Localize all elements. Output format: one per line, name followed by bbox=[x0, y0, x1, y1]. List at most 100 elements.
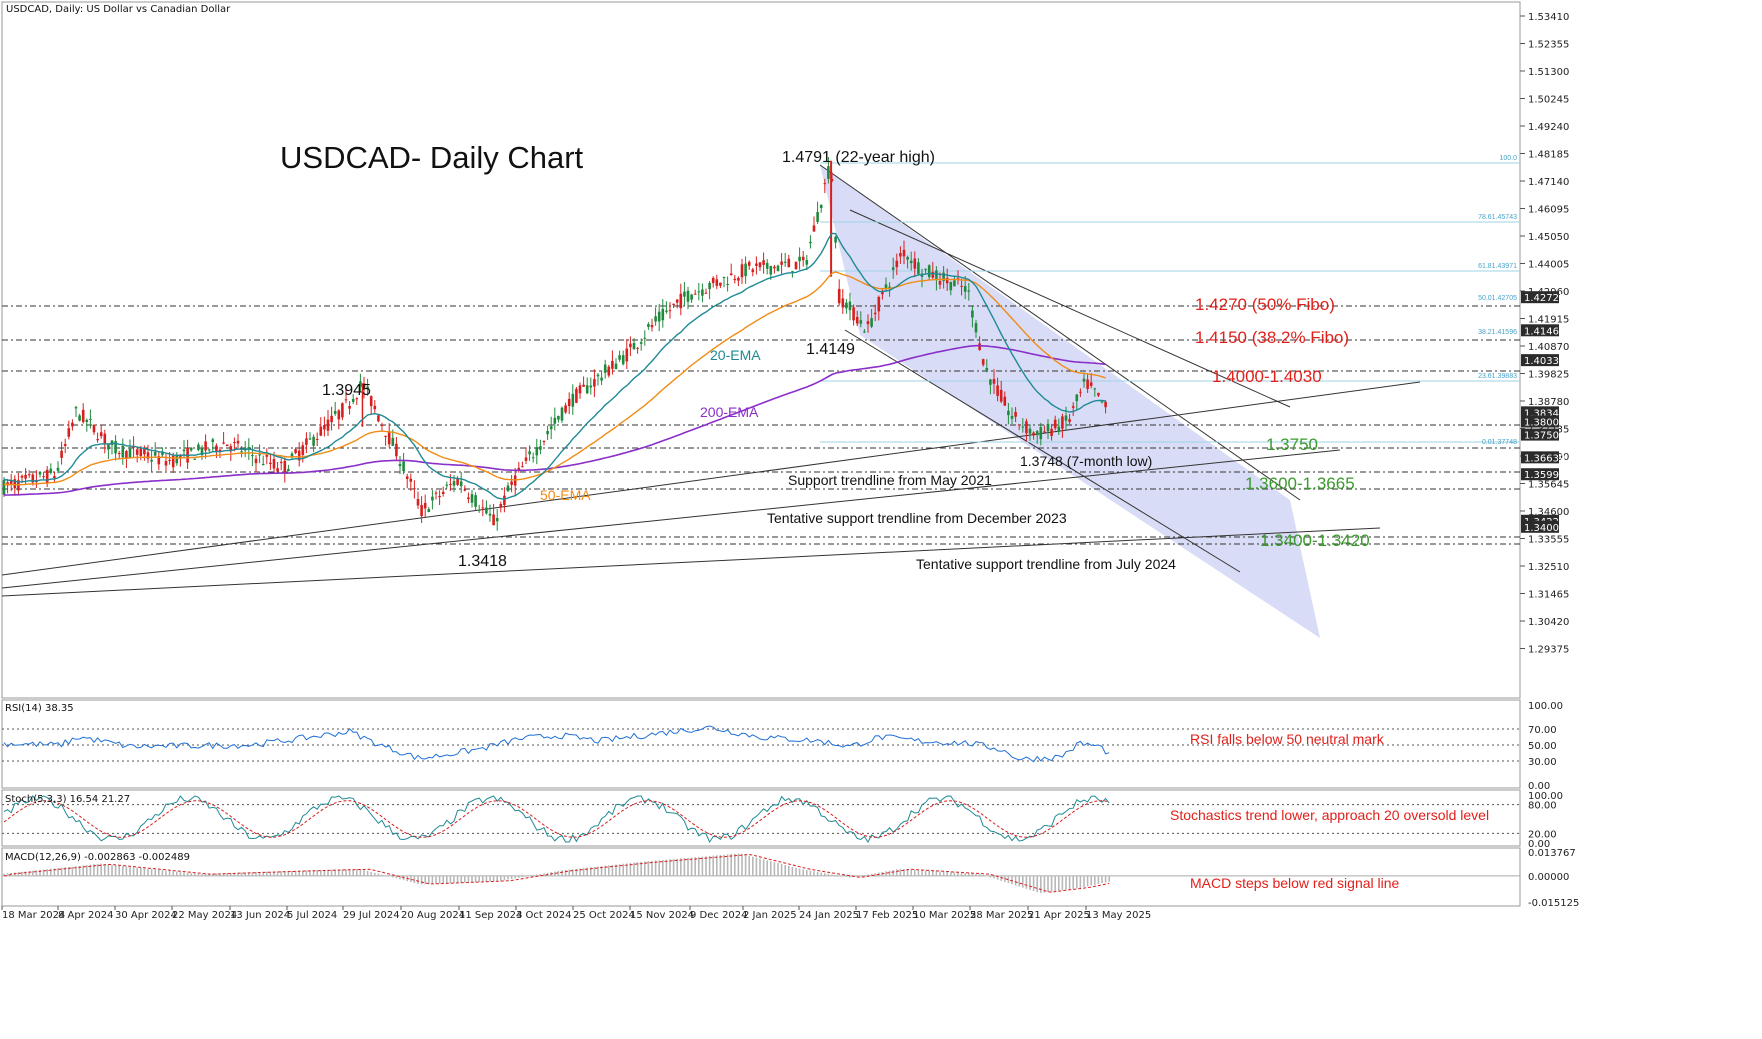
rsi-panel: 100.00 70.00 50.00 30.00 0.00 bbox=[2, 701, 1563, 792]
date-tick: 30 Apr 2024 bbox=[115, 910, 177, 921]
candle-body bbox=[510, 481, 513, 485]
candle-body bbox=[863, 331, 866, 333]
candle-body bbox=[639, 342, 643, 344]
candle-body bbox=[380, 424, 384, 426]
candle-body bbox=[632, 343, 636, 350]
candle-body bbox=[985, 367, 989, 371]
candle-body bbox=[132, 446, 135, 448]
date-tick: 11 Sep 2024 bbox=[459, 910, 522, 921]
candle-body bbox=[906, 256, 909, 260]
candle-body bbox=[564, 405, 567, 413]
candle-body bbox=[834, 236, 837, 243]
candle-body bbox=[161, 452, 164, 456]
candle-body bbox=[888, 286, 891, 288]
candle-body bbox=[855, 316, 859, 324]
candle-body bbox=[971, 310, 974, 318]
rsi-tick: 0.00 bbox=[1528, 781, 1550, 792]
candle-body bbox=[179, 454, 182, 459]
candle-body bbox=[2, 480, 6, 495]
price-tick: 1.51300 bbox=[1528, 67, 1569, 78]
candle-body bbox=[557, 416, 560, 420]
candle-body bbox=[1046, 423, 1050, 432]
date-tick: 29 Jul 2024 bbox=[343, 910, 400, 921]
candle-body bbox=[899, 253, 902, 257]
candle-body bbox=[474, 495, 477, 507]
candle-body bbox=[618, 355, 621, 360]
price-tick: 1.32510 bbox=[1528, 562, 1569, 573]
candle-body bbox=[438, 495, 441, 498]
candle-body bbox=[654, 316, 657, 322]
candle-body bbox=[1053, 419, 1057, 429]
candle-body bbox=[60, 450, 63, 458]
date-tick: 21 Apr 2025 bbox=[1028, 910, 1090, 921]
candle-body bbox=[387, 431, 391, 445]
horizontal-levels bbox=[2, 305, 1520, 545]
candle-body bbox=[949, 281, 953, 291]
candle-body bbox=[153, 451, 157, 456]
stoch-k-line bbox=[3, 795, 1110, 844]
candle-body bbox=[553, 417, 557, 424]
candle-body bbox=[427, 509, 431, 512]
date-tick: 9 Dec 2024 bbox=[690, 910, 748, 921]
candle-body bbox=[848, 301, 852, 311]
candle-body bbox=[110, 440, 114, 445]
fibo-label: 61.81.43971 bbox=[1478, 263, 1517, 270]
candle-body bbox=[989, 379, 992, 385]
candle-body bbox=[1082, 378, 1086, 382]
candle-body bbox=[884, 284, 888, 290]
candle-body bbox=[63, 444, 67, 446]
candle-body bbox=[1025, 421, 1028, 434]
annot-res: 1.4000-1.4030 bbox=[1212, 367, 1322, 386]
macd-tick: -0.015125 bbox=[1528, 898, 1579, 909]
candle-body bbox=[1039, 427, 1043, 440]
candle-body bbox=[413, 488, 416, 490]
candle-body bbox=[402, 461, 405, 472]
candle-body bbox=[107, 443, 110, 450]
rsi-panel-frame bbox=[1, 699, 1521, 789]
date-tick: 8 Apr 2024 bbox=[58, 910, 113, 921]
price-tick: 1.52355 bbox=[1528, 40, 1569, 51]
candle-body bbox=[218, 449, 222, 452]
candle-body bbox=[866, 321, 870, 325]
candle-body bbox=[319, 426, 323, 436]
macd-annotation: MACD steps below red signal line bbox=[1190, 875, 1400, 891]
candle-body bbox=[938, 281, 942, 285]
candle-body bbox=[1064, 415, 1068, 421]
candle-body bbox=[373, 405, 377, 410]
candle-body bbox=[582, 384, 585, 387]
candle-body bbox=[917, 262, 920, 274]
candle-body bbox=[175, 455, 179, 464]
candle-body bbox=[1043, 431, 1046, 433]
candle-body bbox=[125, 451, 128, 459]
annot-fib50: 1.4270 (50% Fibo) bbox=[1195, 295, 1335, 314]
date-tick: 22 May 2024 bbox=[172, 910, 237, 921]
candle-body bbox=[711, 277, 715, 284]
candle-body bbox=[762, 260, 765, 265]
candle-body bbox=[521, 466, 524, 468]
candle-body bbox=[791, 271, 794, 273]
candle-body bbox=[740, 264, 744, 278]
candle-body bbox=[258, 454, 261, 456]
candle-body bbox=[870, 318, 873, 327]
candle-body bbox=[337, 410, 341, 420]
candle-body bbox=[542, 441, 546, 443]
candle-body bbox=[873, 312, 877, 315]
candle-body bbox=[1061, 416, 1064, 429]
date-tick: 3 Oct 2024 bbox=[516, 910, 571, 921]
fibo-label: 78.61.45743 bbox=[1478, 214, 1517, 221]
price-tag: 1.38349 bbox=[1524, 408, 1565, 419]
candle-body bbox=[467, 497, 470, 500]
candle-body bbox=[621, 355, 625, 365]
price-tag: 1.35997 bbox=[1524, 470, 1565, 481]
candle-body bbox=[366, 386, 369, 390]
candle-body bbox=[1057, 426, 1061, 432]
stoch-annotation: Stochastics trend lower, approach 20 ove… bbox=[1170, 807, 1489, 823]
candle-body bbox=[992, 379, 996, 384]
candle-body bbox=[1028, 428, 1032, 434]
candle-body bbox=[726, 284, 729, 286]
candle-body bbox=[1068, 419, 1071, 422]
annot-low-recent: 1.3748 (7-month low) bbox=[1020, 453, 1152, 469]
candle-body bbox=[535, 447, 539, 456]
candle-body bbox=[614, 363, 618, 370]
